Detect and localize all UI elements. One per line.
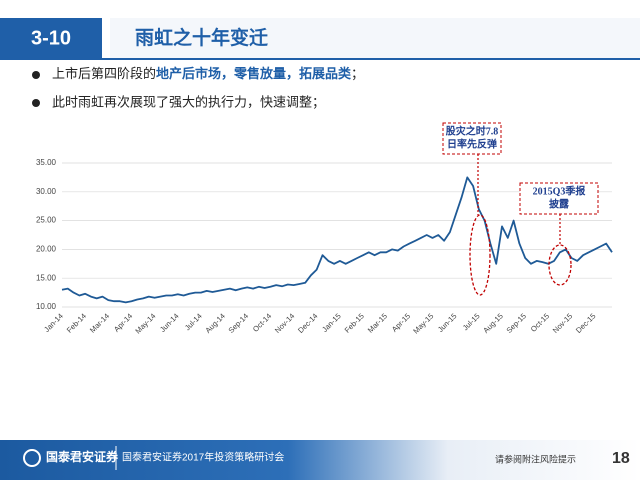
- bullet-text: 上市后第四阶段的地产后市场，零售放量，拓展品类；: [52, 66, 364, 82]
- y-tick-label: 30.00: [36, 187, 57, 196]
- footer-bar: [0, 440, 640, 480]
- y-tick-label: 35.00: [36, 158, 57, 167]
- annotation-text: 披露: [549, 197, 570, 210]
- title-band: [110, 18, 640, 58]
- annotation-text: 日率先反弹: [447, 137, 497, 150]
- bullet-part: 上市后第四阶段的: [52, 66, 156, 81]
- section-number: 3-10: [31, 27, 71, 49]
- footer-notice: 请参阅附注风险提示: [495, 453, 576, 464]
- annotation-text: 2015Q3季报: [533, 184, 586, 197]
- bullet-text: 此时雨虹再次展现了强大的执行力，快速调整；: [52, 94, 325, 110]
- section-box: [0, 18, 102, 58]
- y-tick-label: 10.00: [36, 302, 57, 311]
- annotation-box: [442, 122, 502, 155]
- footer-company: 国泰君安证券: [46, 449, 119, 464]
- bullet-dot: [32, 71, 40, 79]
- y-tick-label: 15.00: [36, 273, 57, 282]
- logo-mark: [23, 449, 41, 467]
- annotation-text: 股灾之时7.8: [446, 124, 499, 137]
- bullet-dot: [32, 99, 40, 107]
- page-number: 18: [612, 450, 630, 467]
- annotation-ellipse: [548, 244, 572, 286]
- bullet-part: ；: [351, 66, 364, 82]
- slide-title: 雨虹之十年变迁: [135, 26, 268, 49]
- y-tick-label: 20.00: [36, 245, 57, 254]
- bullet-highlight: 地产后市场，零售放量，拓展品类: [156, 66, 352, 81]
- annotation-ellipse: [469, 214, 491, 296]
- footer-event: 国泰君安证券2017年投资策略研讨会: [122, 451, 284, 464]
- y-tick-label: 25.00: [36, 216, 57, 225]
- annotation-box: [519, 182, 599, 215]
- price-line: [61, 176, 613, 304]
